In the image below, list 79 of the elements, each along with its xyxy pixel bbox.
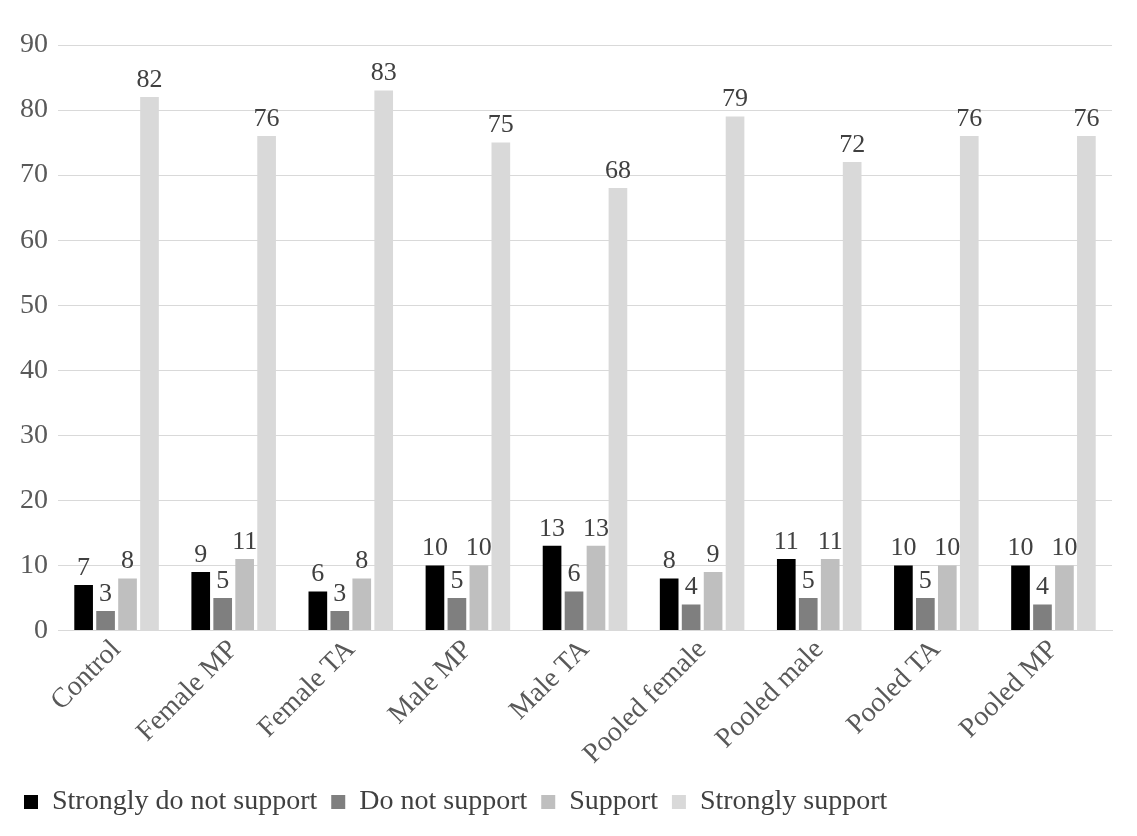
data-label: 11	[773, 525, 799, 555]
y-tick-label: 10	[20, 547, 48, 579]
bar	[213, 597, 233, 630]
bar	[916, 597, 935, 630]
bar	[681, 604, 701, 630]
x-tick-label: Male TA	[502, 632, 595, 725]
y-tick-label: 60	[20, 222, 48, 254]
bar	[1011, 565, 1030, 630]
data-label: 75	[487, 109, 514, 139]
data-label: 83	[370, 57, 397, 87]
data-label: 9	[194, 538, 208, 568]
bar	[74, 584, 93, 630]
data-label: 4	[1035, 571, 1049, 601]
data-label: 10	[890, 532, 917, 562]
bar	[96, 610, 115, 630]
y-tick-label: 90	[20, 27, 48, 59]
data-label: 8	[355, 545, 369, 575]
data-label: 7	[77, 551, 91, 581]
bar	[659, 578, 679, 630]
data-label: 10	[934, 532, 961, 562]
data-label: 6	[567, 558, 581, 588]
x-tick-label: Male MP	[381, 632, 478, 730]
legend-label: Strongly do not support	[52, 784, 318, 816]
y-tick-label: 70	[20, 157, 48, 189]
bar	[118, 578, 137, 630]
bar	[235, 558, 254, 630]
data-label: 8	[662, 545, 676, 575]
legend-label: Strongly support	[699, 784, 888, 816]
data-label: 10	[1007, 532, 1034, 562]
bar	[820, 558, 840, 630]
data-label: 13	[582, 512, 609, 542]
legend-label: Do not support	[359, 784, 528, 816]
data-label: 5	[216, 564, 230, 594]
bar	[469, 565, 489, 630]
data-label: 11	[817, 525, 843, 555]
bar	[447, 597, 467, 630]
data-label: 3	[99, 577, 113, 607]
bar	[586, 545, 606, 630]
bar	[937, 565, 957, 630]
data-label: 9	[706, 538, 720, 568]
data-label: 10	[1051, 532, 1078, 562]
data-label: 8	[121, 545, 135, 575]
y-tick-label: 80	[20, 92, 48, 124]
bar	[191, 571, 211, 630]
data-label: 4	[684, 571, 698, 601]
data-label: 5	[801, 564, 815, 594]
bar	[703, 571, 723, 630]
y-tick-label: 40	[20, 352, 48, 384]
bar	[894, 565, 913, 630]
bar	[425, 565, 445, 630]
bar	[1033, 604, 1052, 630]
y-tick-label: 50	[20, 287, 48, 319]
y-tick-label: 20	[20, 482, 48, 514]
data-label: 76	[956, 102, 983, 132]
bar	[308, 591, 328, 630]
data-label: 82	[136, 63, 163, 93]
bar	[1055, 565, 1074, 630]
data-label: 72	[839, 128, 866, 158]
data-label: 76	[1073, 102, 1100, 132]
y-tick-label: 30	[20, 417, 48, 449]
data-label: 13	[539, 512, 566, 542]
data-label: 10	[465, 532, 492, 562]
data-label: 5	[450, 564, 464, 594]
bar	[798, 597, 818, 630]
bar	[564, 591, 584, 630]
data-label: 79	[722, 83, 749, 113]
data-label: 76	[253, 102, 280, 132]
bar	[330, 610, 350, 630]
y-tick-label: 0	[34, 612, 48, 644]
data-label: 11	[232, 525, 258, 555]
bar	[776, 558, 796, 630]
data-label: 10	[421, 532, 448, 562]
bar	[352, 578, 372, 630]
data-label: 5	[918, 564, 932, 594]
data-label: 68	[604, 154, 631, 184]
data-label: 3	[333, 577, 347, 607]
bar	[542, 545, 562, 630]
legend-label: Support	[569, 784, 659, 816]
data-label: 6	[311, 558, 325, 588]
